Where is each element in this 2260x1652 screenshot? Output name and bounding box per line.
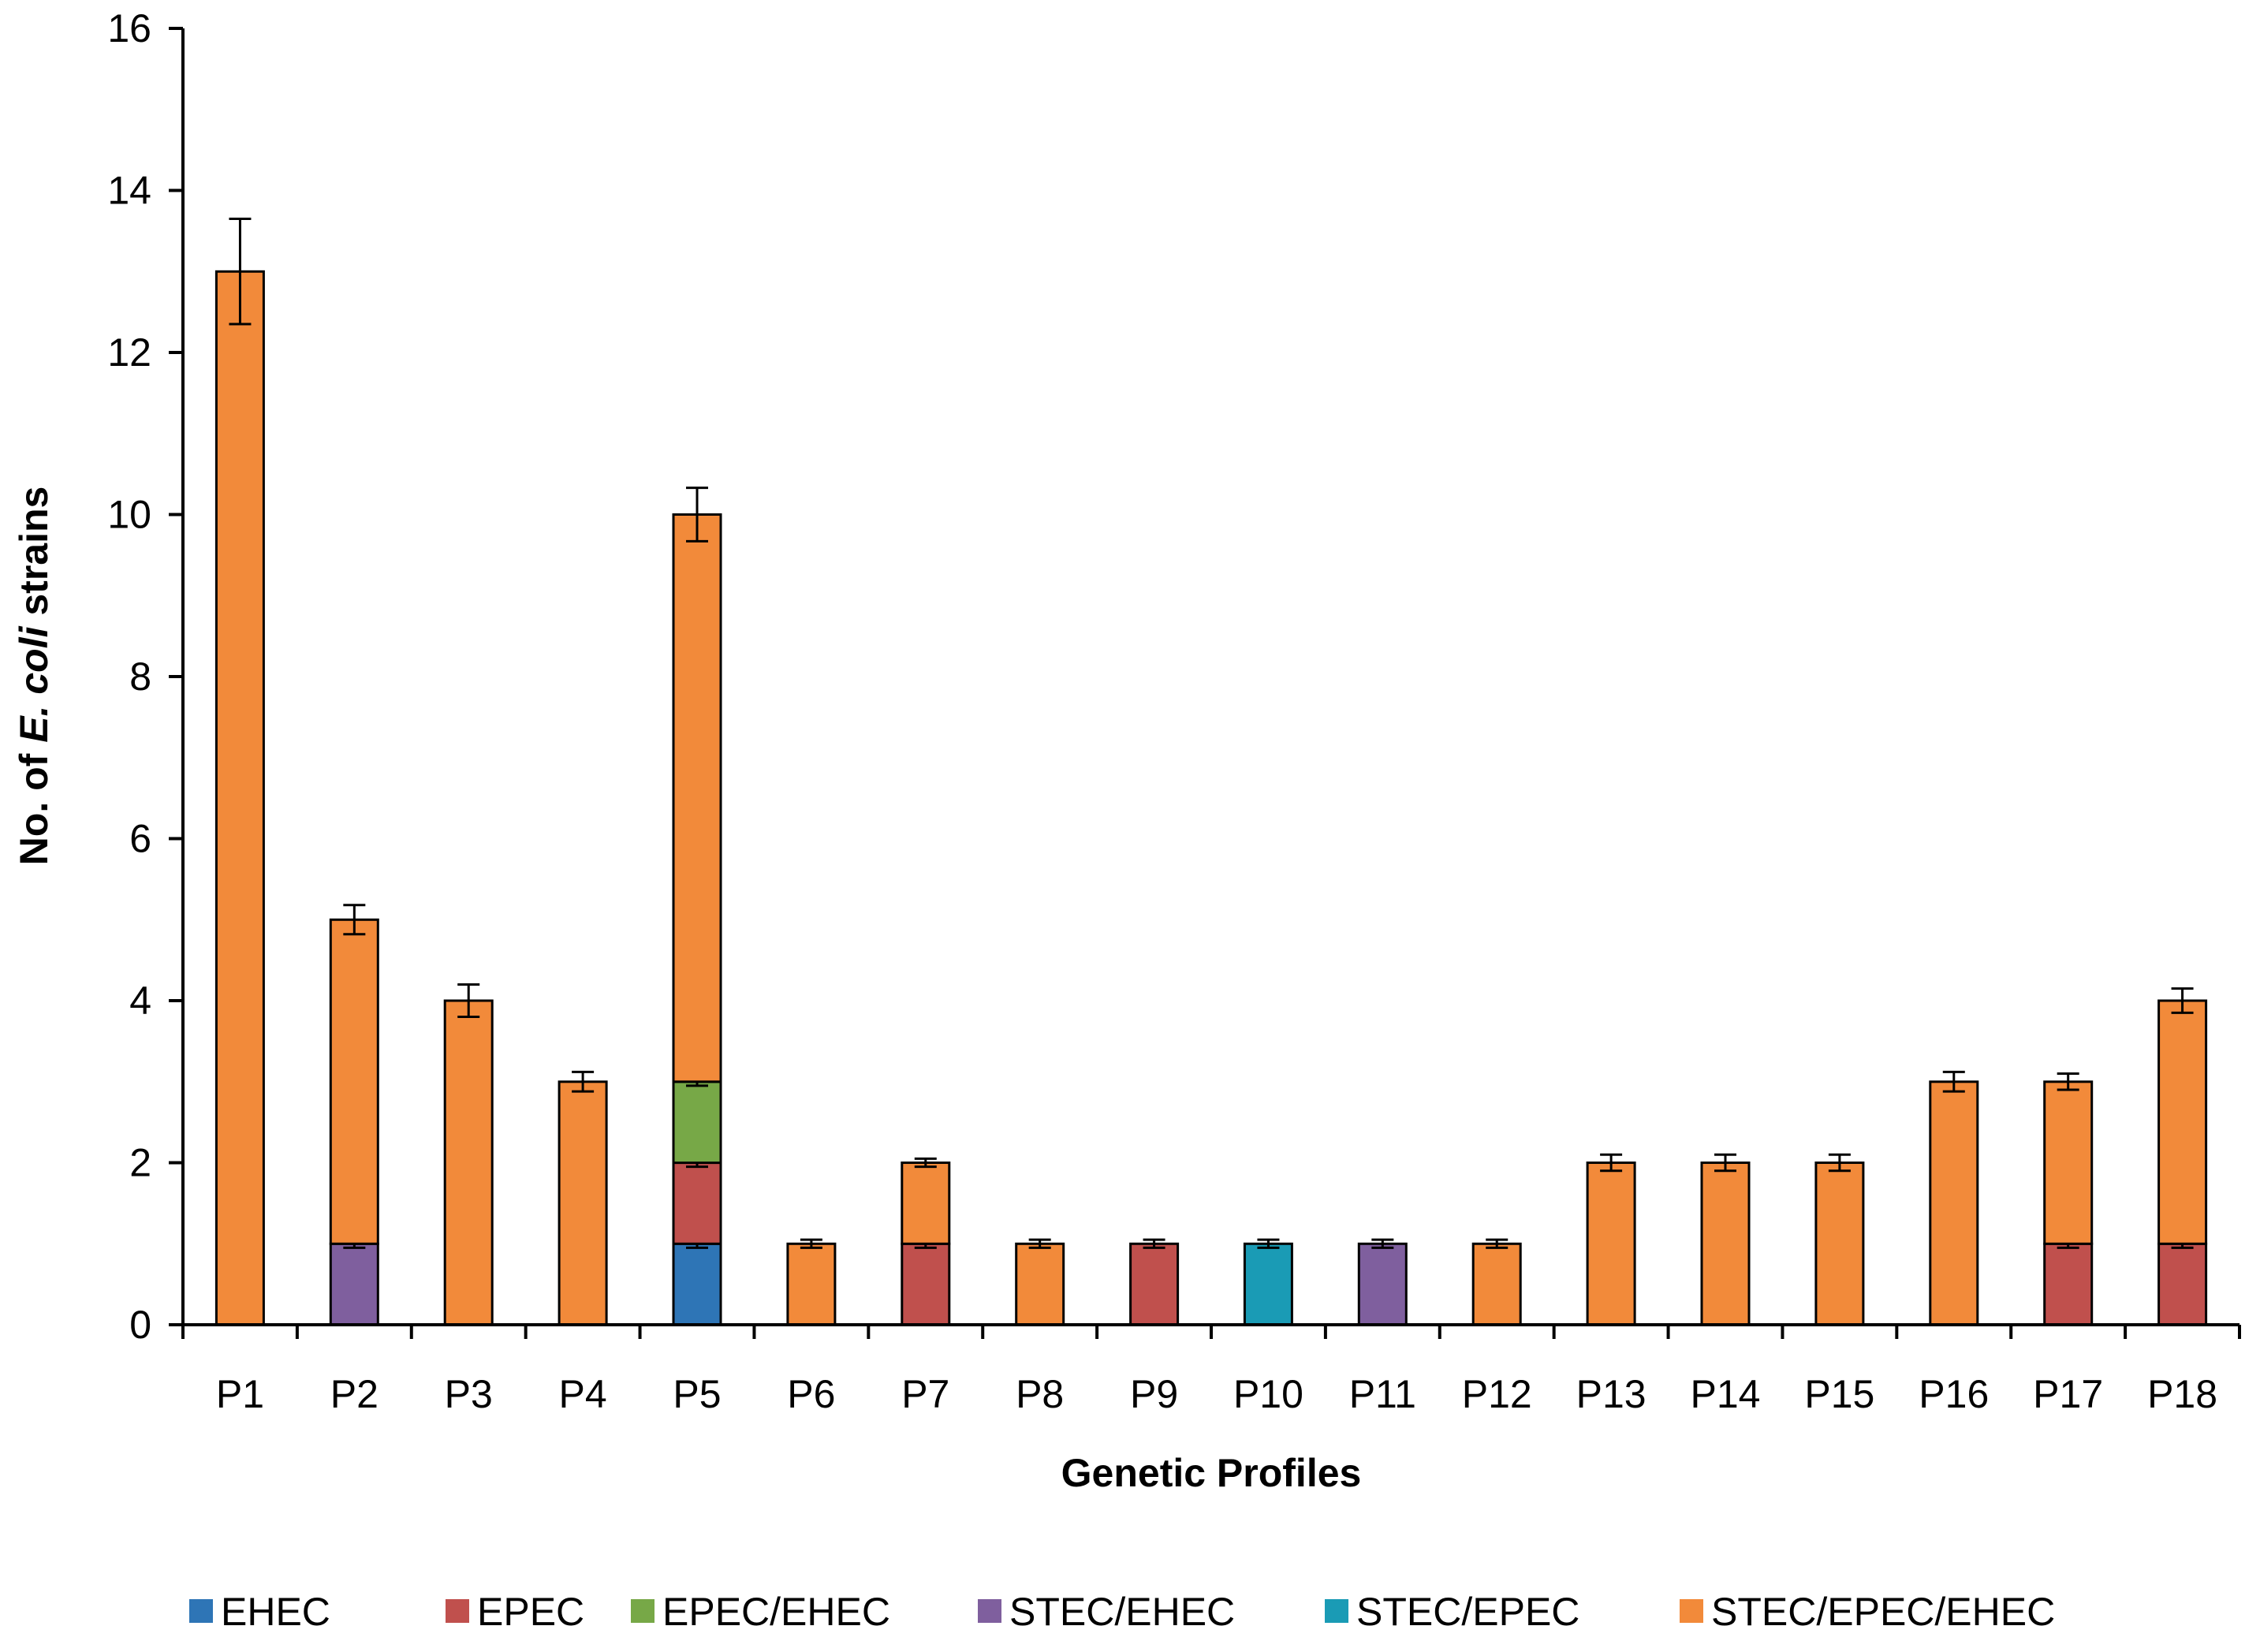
error-bar-P18-stec-epec-ehec [2171,987,2194,1014]
bar-P7-epec [901,1242,951,1326]
legend-swatch [1680,1599,1703,1623]
bar-P18-stec-epec-ehec [2157,999,2208,1245]
x-tick-label-P2: P2 [330,1372,379,1416]
x-tick-label-P10: P10 [1233,1372,1303,1416]
error-bar-P11-stec-ehec [1371,1238,1394,1249]
y-axis: 0 2 4 6 8 10 12 14 16 [107,6,185,1347]
x-axis-title: Genetic Profiles [1061,1451,1362,1495]
bar-P5-epec-ehec [672,1080,722,1165]
error-bar-P12-stec-epec-ehec [1486,1238,1509,1249]
error-bar-P10-stec-epec [1257,1238,1280,1249]
legend-item-stec-epec: STEC/EPEC [1325,1590,1579,1634]
legend-swatch [189,1599,213,1623]
legend-item-stec-ehec: STEC/EHEC [978,1590,1235,1634]
legend-swatch [631,1599,655,1623]
x-tick-label-P4: P4 [559,1372,607,1416]
x-tick-label-P9: P9 [1130,1372,1178,1416]
x-tick-label-P7: P7 [901,1372,949,1416]
y-tick-label: 10 [107,493,151,537]
error-bar-P13-stec-epec-ehec [1600,1153,1623,1173]
x-tick-label-P14: P14 [1691,1372,1761,1416]
legend: EHEC EPEC EPEC/EHEC STEC/EHEC STEC/EPEC STEC/… [189,1590,2055,1634]
y-tick-label: 12 [107,330,151,375]
bar-P1-stec-epec-ehec [214,270,265,1326]
x-tick-label-P1: P1 [216,1372,264,1416]
x-tick-label-P17: P17 [2033,1372,2103,1416]
y-tick-label: 0 [129,1303,151,1347]
error-bar-P14-stec-epec-ehec [1714,1153,1736,1173]
bar-P14-stec-epec-ehec [1700,1162,1751,1326]
x-tick-label-P8: P8 [1016,1372,1064,1416]
bar-P13-stec-epec-ehec [1586,1162,1636,1326]
legend-swatch [446,1599,469,1623]
bar-P5-epec [672,1162,722,1245]
error-bar-P15-stec-epec-ehec [1828,1153,1851,1173]
bar-P6-stec-epec-ehec [786,1242,837,1326]
y-tick-label: 6 [129,817,151,861]
legend-item-stec-epec-ehec: STEC/EPEC/EHEC [1680,1590,2055,1634]
error-bar-P17-stec-epec-ehec [2057,1072,2079,1091]
legend-label: EHEC [221,1590,330,1634]
x-axis: P1 P2 P3 P4 P5 P6 P7 P8 P9 P10 P11 P12 P13 P14 P15 P16 P… [181,1323,2241,1416]
error-bar-P8-stec-epec-ehec [1028,1238,1051,1249]
bar-P9-epec [1129,1242,1180,1326]
x-tick-label-P15: P15 [1804,1372,1874,1416]
legend-label: EPEC [477,1590,584,1634]
bar-P10-stec-epec [1243,1242,1293,1326]
legend-swatch [978,1599,1001,1623]
plot-area [214,218,2208,1326]
error-bar-P1-stec-epec-ehec [229,218,252,326]
bar-P5-ehec [672,1242,722,1326]
legend-item-epec: EPEC [446,1590,584,1634]
legend-item-epec-ehec: EPEC/EHEC [631,1590,890,1634]
bar-P4-stec-epec-ehec [558,1080,608,1326]
bar-P8-stec-epec-ehec [1015,1242,1065,1326]
x-tick-label-P13: P13 [1576,1372,1647,1416]
bar-P15-stec-epec-ehec [1814,1162,1865,1326]
y-axis-title: No. of E. coli strains [12,487,56,866]
bar-P7-stec-epec-ehec [901,1162,951,1245]
error-bar-P6-stec-epec-ehec [800,1238,822,1249]
x-tick-label-P11: P11 [1349,1372,1416,1416]
bar-P17-stec-epec-ehec [2043,1080,2094,1245]
bar-P3-stec-epec-ehec [443,999,494,1326]
y-tick-label: 4 [129,979,151,1023]
legend-label: STEC/EPEC [1356,1590,1579,1634]
error-bar-P16-stec-epec-ehec [1942,1070,1965,1093]
bar-P18-epec [2157,1242,2208,1326]
bar-P12-stec-epec-ehec [1471,1242,1522,1326]
legend-item-ehec: EHEC [189,1590,330,1634]
bar-P2-stec-ehec [329,1242,379,1326]
y-tick-label: 2 [129,1141,151,1185]
x-tick-label-P5: P5 [673,1372,721,1416]
bar-P11-stec-ehec [1357,1242,1408,1326]
error-bar-P5-stec-epec-ehec [686,487,708,543]
legend-swatch [1325,1599,1348,1623]
error-bar-P4-stec-epec-ehec [572,1070,595,1093]
x-tick-label-P16: P16 [1919,1372,1989,1416]
bar-P16-stec-epec-ehec [1929,1080,1979,1326]
legend-label: EPEC/EHEC [662,1590,890,1634]
x-tick-label-P18: P18 [2147,1372,2217,1416]
bar-P2-stec-epec-ehec [329,918,379,1245]
error-bar-P2-stec-epec-ehec [343,904,366,936]
error-bar-P3-stec-epec-ehec [457,983,480,1018]
error-bar-P7-stec-epec-ehec [914,1157,937,1169]
x-tick-label-P12: P12 [1462,1372,1532,1416]
y-tick-label: 8 [129,654,151,699]
x-tick-label-P3: P3 [445,1372,493,1416]
bar-P5-stec-epec-ehec [672,513,722,1083]
y-tick-label: 14 [107,169,151,213]
legend-label: STEC/EHEC [1009,1590,1235,1634]
bar-P17-epec [2043,1242,2094,1326]
y-tick-label: 16 [107,6,151,50]
legend-label: STEC/EPEC/EHEC [1711,1590,2055,1634]
error-bar-P9-epec [1143,1238,1165,1249]
x-tick-label-P6: P6 [787,1372,835,1416]
